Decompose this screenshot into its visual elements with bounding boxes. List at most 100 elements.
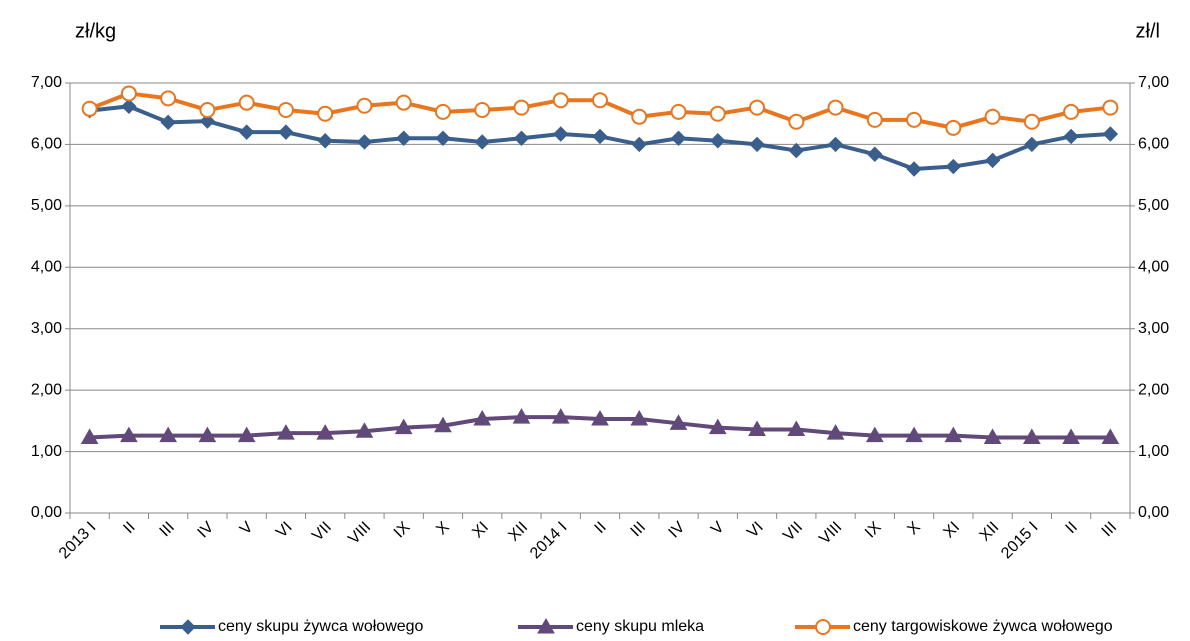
x-tick-label: XI	[940, 519, 963, 542]
y-tick-label: 5,00	[31, 197, 62, 214]
y-tick-label: 6,00	[31, 136, 62, 153]
marker	[788, 113, 805, 130]
marker	[120, 426, 138, 443]
marker	[749, 136, 765, 153]
marker	[355, 422, 374, 438]
marker	[867, 146, 883, 162]
x-tick-label: II	[592, 519, 610, 537]
marker	[592, 128, 608, 145]
marker	[552, 92, 569, 109]
marker	[356, 134, 373, 150]
x-tick-label: XI	[469, 519, 492, 542]
x-tick-label: XII	[505, 519, 531, 545]
marker	[395, 94, 412, 111]
marker	[984, 152, 1001, 169]
x-tick-label: VI	[744, 519, 767, 542]
marker	[1022, 428, 1041, 444]
x-tick-label: 2015 I	[998, 519, 1041, 562]
marker	[237, 426, 256, 443]
marker	[905, 426, 923, 443]
x-tick-label: IV	[195, 519, 218, 542]
marker	[1063, 103, 1080, 120]
marker	[787, 420, 806, 436]
y-tick-label: 3,00	[31, 320, 62, 337]
marker	[1102, 126, 1119, 142]
x-tick-label: III	[1099, 519, 1120, 540]
marker	[238, 94, 255, 111]
marker	[710, 133, 726, 149]
marker	[199, 102, 216, 119]
x-tick-label: XII	[977, 519, 1003, 545]
marker	[669, 414, 688, 430]
y2-tick-label: 2,00	[1138, 381, 1169, 398]
x-tick-label: 2014 I	[527, 519, 570, 562]
marker	[1062, 428, 1080, 444]
marker	[199, 113, 216, 129]
x-tick-label: II	[1063, 519, 1081, 537]
marker	[944, 426, 963, 443]
marker	[1101, 428, 1120, 444]
y2-axis-label: zł/l	[1136, 20, 1160, 42]
marker	[630, 410, 649, 426]
legend-label: ceny skupu mleka	[576, 618, 704, 635]
x-tick-label: VII	[780, 519, 806, 545]
y-tick-label: 4,00	[31, 259, 62, 276]
y2-tick-label: 5,00	[1138, 197, 1169, 214]
x-tick-label: X	[904, 519, 924, 539]
marker	[592, 92, 608, 109]
marker	[788, 142, 805, 159]
x-tick-label: II	[120, 519, 138, 537]
marker	[277, 102, 294, 119]
marker	[708, 418, 727, 435]
x-tick-label: VIII	[816, 519, 845, 548]
y2-tick-label: 7,00	[1138, 74, 1169, 91]
marker	[160, 90, 177, 107]
marker	[474, 134, 490, 150]
x-tick-label: V	[708, 519, 728, 539]
marker	[81, 100, 98, 117]
marker	[159, 426, 178, 443]
x-tick-label: 2013 I	[56, 519, 99, 562]
legend-marker	[180, 619, 196, 635]
marker	[434, 416, 452, 433]
marker	[435, 130, 451, 146]
x-tick-label: III	[628, 519, 649, 540]
marker	[945, 119, 962, 136]
marker	[1023, 113, 1040, 130]
marker	[670, 103, 687, 120]
legend-marker	[537, 617, 555, 634]
marker	[80, 428, 99, 444]
marker	[631, 108, 648, 125]
y2-tick-label: 0,00	[1138, 504, 1169, 521]
x-tick-label: IX	[391, 519, 414, 542]
x-tick-label: V	[237, 519, 257, 539]
marker	[983, 428, 1002, 444]
marker	[394, 418, 413, 435]
marker	[434, 103, 451, 120]
marker	[551, 408, 570, 424]
y2-tick-label: 1,00	[1138, 443, 1169, 460]
y2-tick-label: 4,00	[1138, 259, 1169, 276]
marker	[748, 420, 766, 436]
marker	[591, 410, 609, 426]
x-tick-label: X	[433, 519, 453, 539]
marker	[866, 111, 883, 128]
marker	[238, 124, 255, 140]
x-tick-label: IX	[862, 519, 885, 542]
legend-label: ceny skupu żywca wołowego	[218, 618, 424, 635]
marker	[317, 105, 334, 122]
marker	[120, 85, 137, 102]
marker	[160, 114, 176, 131]
marker	[473, 410, 492, 426]
legend-label: ceny targowiskowe żywca wołowego	[853, 618, 1113, 635]
y-tick-label: 7,00	[31, 74, 62, 91]
marker	[1024, 136, 1040, 153]
marker	[121, 98, 137, 115]
marker	[749, 99, 766, 116]
marker	[826, 424, 845, 440]
legend-marker	[815, 619, 831, 635]
marker	[198, 426, 217, 443]
marker	[277, 424, 295, 440]
marker	[945, 158, 962, 175]
